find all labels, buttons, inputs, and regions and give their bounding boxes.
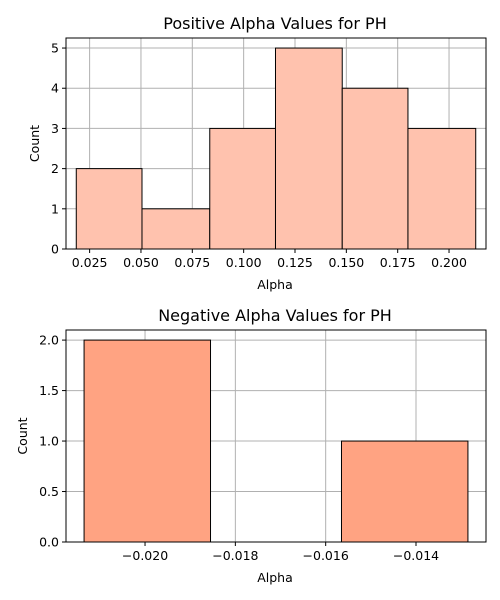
x-tick-label: 0.150 xyxy=(328,255,364,270)
bar-1 xyxy=(141,208,211,250)
positive-alpha-chart: Positive Alpha Values for PH 0.025 0.050 0… xyxy=(27,14,487,292)
bar-2 xyxy=(340,440,469,543)
x-tick-label: 0.175 xyxy=(380,255,416,270)
y-tick-label: 5 xyxy=(51,41,59,56)
x-tick-label: −0.016 xyxy=(303,548,349,563)
x-tick-label: −0.020 xyxy=(122,548,168,563)
bars xyxy=(75,47,477,250)
x-tick-label: −0.014 xyxy=(393,548,439,563)
bar-5 xyxy=(407,127,477,250)
ticks: 0.025 0.050 0.075 0.100 0.125 0.150 0.175 0.200… xyxy=(51,41,467,270)
bar-0 xyxy=(75,168,143,250)
ticks: −0.020 −0.018 −0.016 −0.014 0.0 0.5 1.0 1.5 2.0 xyxy=(39,333,439,563)
bars xyxy=(83,339,469,543)
y-tick-label: 2 xyxy=(51,161,59,176)
negative-alpha-chart: Negative Alpha Values for PH −0.020 −0.01… xyxy=(15,306,487,585)
x-axis-label: Alpha xyxy=(257,570,293,585)
x-tick-label: 0.100 xyxy=(226,255,262,270)
x-tick-label: 0.025 xyxy=(72,255,108,270)
bar-3 xyxy=(274,47,343,250)
plot-frame xyxy=(65,37,487,250)
y-tick-label: 0.5 xyxy=(39,484,59,499)
y-tick-label: 0.0 xyxy=(39,535,59,550)
y-axis-label: Count xyxy=(15,417,30,454)
y-tick-label: 3 xyxy=(51,121,59,136)
bar-2 xyxy=(209,127,276,250)
x-axis-label: Alpha xyxy=(257,277,293,292)
y-tick-label: 1 xyxy=(51,201,59,216)
plot-frame xyxy=(65,329,487,543)
y-tick-label: 2.0 xyxy=(39,333,59,348)
x-tick-label: 0.050 xyxy=(123,255,159,270)
x-tick-label: 0.200 xyxy=(431,255,467,270)
bar-4 xyxy=(341,87,409,250)
bar-0 xyxy=(83,339,212,543)
y-tick-label: 1.0 xyxy=(39,434,59,449)
y-tick-label: 0 xyxy=(51,242,59,257)
x-tick-label: −0.018 xyxy=(212,548,258,563)
chart-title: Positive Alpha Values for PH xyxy=(163,14,386,33)
x-tick-label: 0.125 xyxy=(277,255,313,270)
y-tick-label: 4 xyxy=(51,81,59,96)
x-tick-label: 0.075 xyxy=(174,255,210,270)
y-axis-label: Count xyxy=(27,125,42,162)
y-tick-label: 1.5 xyxy=(39,383,59,398)
chart-title: Negative Alpha Values for PH xyxy=(158,306,392,325)
